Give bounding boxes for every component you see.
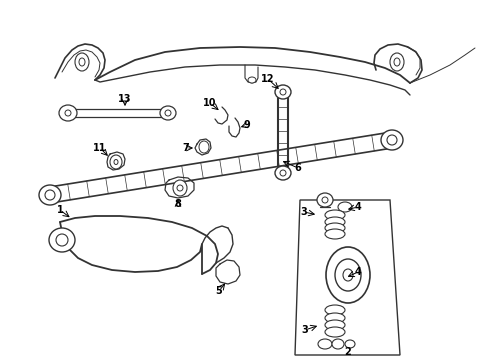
Ellipse shape bbox=[110, 155, 122, 169]
Ellipse shape bbox=[325, 320, 345, 330]
Ellipse shape bbox=[325, 217, 345, 227]
Ellipse shape bbox=[173, 180, 187, 196]
Ellipse shape bbox=[390, 53, 404, 71]
Ellipse shape bbox=[387, 135, 397, 145]
Text: 13: 13 bbox=[118, 94, 132, 104]
Ellipse shape bbox=[332, 339, 344, 349]
Ellipse shape bbox=[322, 197, 328, 203]
Ellipse shape bbox=[325, 313, 345, 323]
Ellipse shape bbox=[39, 185, 61, 205]
Ellipse shape bbox=[79, 58, 85, 66]
Text: 1: 1 bbox=[57, 205, 63, 215]
Ellipse shape bbox=[160, 106, 176, 120]
Text: 6: 6 bbox=[294, 163, 301, 173]
Text: 3: 3 bbox=[302, 325, 308, 335]
Ellipse shape bbox=[275, 166, 291, 180]
Text: 5: 5 bbox=[216, 286, 222, 296]
Ellipse shape bbox=[59, 105, 77, 121]
Ellipse shape bbox=[65, 110, 71, 116]
Text: 8: 8 bbox=[174, 199, 181, 209]
Text: 4: 4 bbox=[355, 267, 361, 277]
Ellipse shape bbox=[75, 53, 89, 71]
Text: 7: 7 bbox=[183, 143, 189, 153]
Text: 11: 11 bbox=[93, 143, 107, 153]
Ellipse shape bbox=[56, 234, 68, 246]
Ellipse shape bbox=[325, 223, 345, 233]
Text: 3: 3 bbox=[301, 207, 307, 217]
Text: 4: 4 bbox=[355, 202, 361, 212]
Ellipse shape bbox=[335, 259, 361, 291]
Ellipse shape bbox=[325, 210, 345, 220]
Ellipse shape bbox=[165, 110, 171, 116]
Ellipse shape bbox=[317, 193, 333, 207]
Ellipse shape bbox=[326, 247, 370, 303]
Ellipse shape bbox=[343, 269, 353, 281]
Text: 10: 10 bbox=[203, 98, 217, 108]
Ellipse shape bbox=[325, 327, 345, 337]
Ellipse shape bbox=[338, 202, 352, 212]
Ellipse shape bbox=[325, 305, 345, 315]
Ellipse shape bbox=[49, 228, 75, 252]
Text: 2: 2 bbox=[344, 347, 351, 357]
Ellipse shape bbox=[345, 340, 355, 348]
Ellipse shape bbox=[199, 141, 209, 153]
Ellipse shape bbox=[45, 190, 55, 200]
Ellipse shape bbox=[275, 85, 291, 99]
Ellipse shape bbox=[280, 89, 286, 95]
Ellipse shape bbox=[114, 159, 118, 165]
Ellipse shape bbox=[177, 185, 183, 191]
Ellipse shape bbox=[248, 77, 256, 83]
Ellipse shape bbox=[394, 58, 400, 66]
Ellipse shape bbox=[325, 229, 345, 239]
Text: 9: 9 bbox=[244, 120, 250, 130]
Ellipse shape bbox=[280, 170, 286, 176]
Text: 12: 12 bbox=[261, 74, 275, 84]
Ellipse shape bbox=[318, 339, 332, 349]
Ellipse shape bbox=[381, 130, 403, 150]
